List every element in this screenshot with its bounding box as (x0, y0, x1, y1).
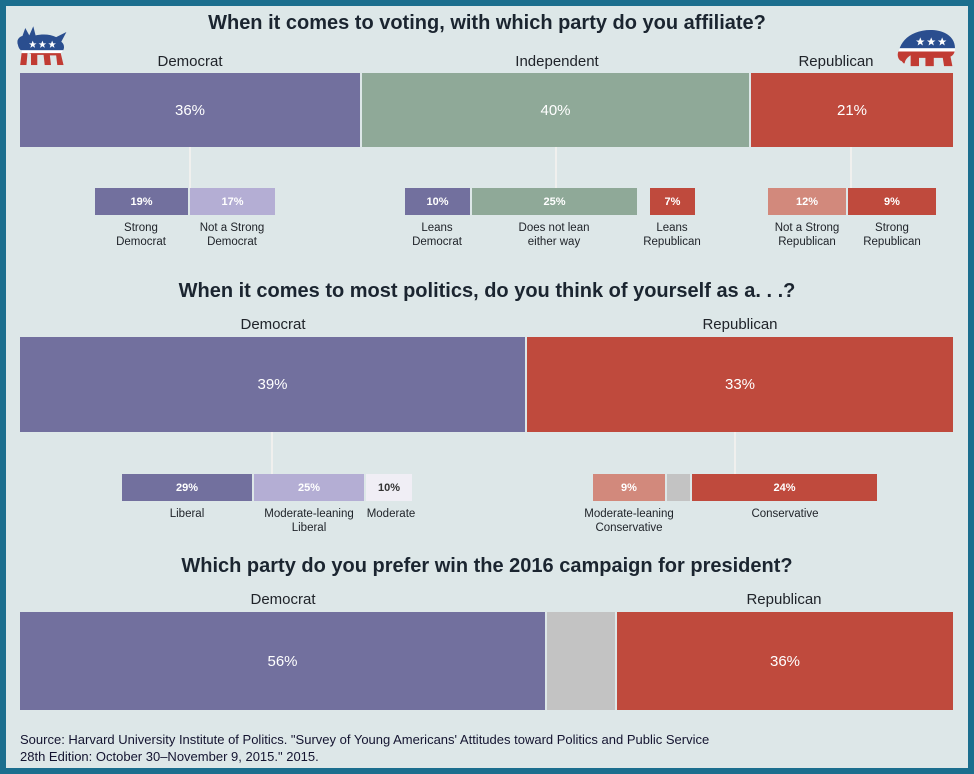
section2-democrat-label: Democrat (240, 316, 306, 333)
not-strong-republican-label: Not a Strong Republican (774, 222, 840, 249)
moderate-leaning-conservative-bar: 9% (593, 474, 665, 501)
not-strong-republican-bar: 12% (768, 188, 846, 215)
section3-democrat-bar: 56% (20, 612, 545, 710)
section2-main-bars: 39% 33% (20, 337, 953, 432)
strong-republican-bar: 9% (848, 188, 936, 215)
leans-republican-label: Leans Republican (643, 222, 701, 249)
strong-democrat-label: Strong Democrat (116, 222, 166, 249)
section2-title: When it comes to most politics, do you t… (178, 280, 796, 302)
strong-republican-label: Strong Republican (863, 222, 921, 249)
section2-democrat-connector (271, 432, 273, 474)
republican-elephant-icon (897, 29, 956, 67)
section1-independent-connector (555, 147, 557, 188)
section1-republican-connector (850, 147, 852, 188)
section1-democrat-connector (189, 147, 191, 188)
moderate-leaning-liberal-label: Moderate-leaning Liberal (264, 508, 354, 535)
section1-independent-bar: 40% (362, 73, 749, 147)
moderate-leaning-conservative-label: Moderate-leaning Conservative (584, 508, 674, 535)
section2-democrat-bar: 39% (20, 337, 525, 432)
leans-democrat-bar: 10% (405, 188, 470, 215)
source-line-1: Source: Harvard University Institute of … (20, 732, 710, 747)
section1-democrat-label: Democrat (157, 53, 223, 70)
section1-title: When it comes to voting, with which part… (208, 12, 766, 34)
conservative-bar: 24% (692, 474, 877, 501)
does-not-lean-label: Does not lean either way (518, 222, 590, 249)
section1-independent-label: Independent (515, 53, 599, 70)
leans-republican-bar: 7% (650, 188, 695, 215)
does-not-lean-bar: 25% (472, 188, 637, 215)
moderate-leaning-liberal-bar: 25% (254, 474, 364, 501)
section3-main-bars: 56% 36% (20, 612, 953, 710)
liberal-label: Liberal (169, 508, 205, 520)
not-strong-democrat-label: Not a Strong Democrat (199, 222, 265, 249)
section3-republican-bar: 36% (617, 612, 953, 710)
conservative-label: Conservative (751, 508, 819, 520)
section1-republican-bar: 21% (751, 73, 953, 147)
source-line-2: 28th Edition: October 30–November 9, 201… (20, 749, 319, 764)
section2-republican-label: Republican (702, 316, 778, 333)
democrat-donkey-icon (17, 26, 67, 66)
section1-democrat-bar: 36% (20, 73, 360, 147)
liberal-bar: 29% (122, 474, 252, 501)
section3-unlabeled-gray-segment (547, 612, 615, 710)
section1-main-bars: 36% 40% 21% (20, 73, 953, 147)
moderate-bar: 10% (366, 474, 412, 501)
section2-republican-connector (734, 432, 736, 474)
unlabeled-gray-segment (667, 474, 690, 501)
section3-title: Which party do you prefer win the 2016 c… (181, 555, 793, 577)
section3-democrat-label: Democrat (250, 591, 316, 608)
section2-republican-bar: 33% (527, 337, 953, 432)
moderate-label: Moderate (366, 508, 416, 520)
not-strong-democrat-bar: 17% (190, 188, 275, 215)
section3-republican-label: Republican (746, 591, 822, 608)
section1-republican-label: Republican (798, 53, 874, 70)
leans-democrat-label: Leans Democrat (412, 222, 462, 249)
strong-democrat-bar: 19% (95, 188, 188, 215)
